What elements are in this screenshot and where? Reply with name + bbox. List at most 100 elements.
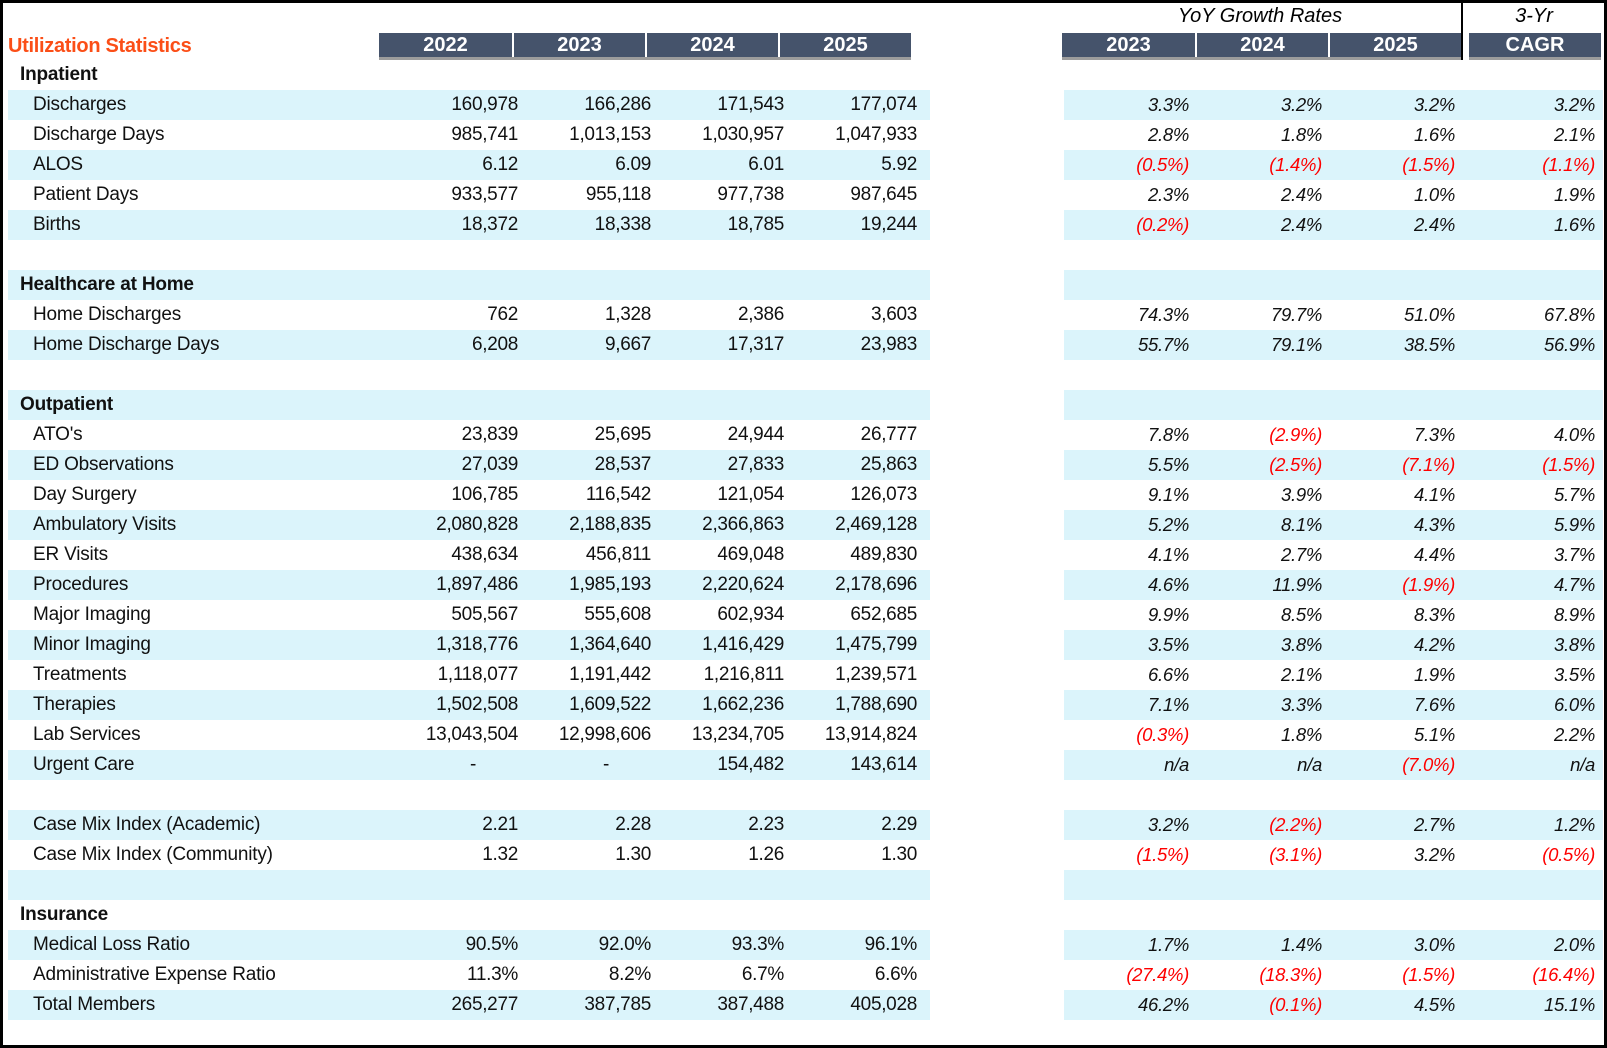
growth-band: 3.5% 3.8% 4.2% 3.8% <box>1064 630 1603 660</box>
growth-band: 4.1% 2.7% 4.4% 3.7% <box>1064 540 1603 570</box>
table-row: Case Mix Index (Community) 1.32 1.30 1.26 1.… <box>3 840 1604 870</box>
left-band: Therapies 1,502,508 1,609,522 1,662,236 1,78… <box>8 690 930 720</box>
growth-cell: (0.2%) <box>1136 214 1189 235</box>
value-cell: 1,502,508 <box>436 694 518 715</box>
left-band: Case Mix Index (Community) 1.32 1.30 1.26 1.… <box>8 840 930 870</box>
growth-cell: (0.5%) <box>1136 154 1189 175</box>
growth-band <box>1064 240 1603 270</box>
table-body: Inpatient Discharges 160,978 166,286 171,543… <box>3 60 1604 1020</box>
section-row: Insurance <box>3 900 1604 930</box>
growth-cell: (1.5%) <box>1402 964 1455 985</box>
table-gap <box>930 150 1064 180</box>
growth-cell: 4.7% <box>1554 574 1595 595</box>
left-band <box>8 780 930 810</box>
growth-cell: (0.1%) <box>1269 994 1322 1015</box>
table-gap <box>930 960 1064 990</box>
value-cell: 2.29 <box>881 814 917 835</box>
row-label: Births <box>33 214 81 235</box>
growth-cell: 6.6% <box>1148 664 1189 685</box>
row-label: Patient Days <box>33 184 139 205</box>
growth-band: (1.5%) (3.1%) 3.2% (0.5%) <box>1064 840 1603 870</box>
left-band: ALOS 6.12 6.09 6.01 5.92 <box>8 150 930 180</box>
growth-band: 9.1% 3.9% 4.1% 5.7% <box>1064 480 1603 510</box>
growth-band: 1.7% 1.4% 3.0% 2.0% <box>1064 930 1603 960</box>
value-cell: 6,208 <box>471 334 518 355</box>
column-header-cagr: CAGR <box>1469 33 1601 57</box>
value-cell: 1.30 <box>615 844 651 865</box>
growth-band: (0.2%) 2.4% 2.4% 1.6% <box>1064 210 1603 240</box>
growth-cell: 1.6% <box>1414 124 1455 145</box>
growth-cell: 4.3% <box>1414 514 1455 535</box>
value-cell: 1,609,522 <box>569 694 651 715</box>
row-label: Discharges <box>33 94 127 115</box>
growth-cell: 2.4% <box>1281 214 1322 235</box>
value-cell: 1,239,571 <box>835 664 917 685</box>
left-band: Day Surgery 106,785 116,542 121,054 126,073 <box>8 480 930 510</box>
growth-cell: 3.2% <box>1414 844 1455 865</box>
value-cell: 387,785 <box>584 994 651 1015</box>
growth-band: 5.2% 8.1% 4.3% 5.9% <box>1064 510 1603 540</box>
value-cell: 18,785 <box>727 214 785 235</box>
left-band: Home Discharges 762 1,328 2,386 3,603 <box>8 300 930 330</box>
growth-band: 55.7% 79.1% 38.5% 56.9% <box>1064 330 1603 360</box>
growth-cell: 3.2% <box>1414 94 1455 115</box>
growth-cell: 7.8% <box>1148 424 1189 445</box>
value-cell: 456,811 <box>585 544 651 565</box>
row-label: Case Mix Index (Academic) <box>33 814 261 835</box>
value-cell: 1,013,153 <box>569 124 651 145</box>
column-header-2022: 2022 <box>379 33 512 57</box>
table-gap <box>930 540 1064 570</box>
growth-cell: 2.7% <box>1414 814 1455 835</box>
left-band: Procedures 1,897,486 1,985,193 2,220,624 2,1… <box>8 570 930 600</box>
value-cell: 18,338 <box>594 214 652 235</box>
left-band: Births 18,372 18,338 18,785 19,244 <box>8 210 930 240</box>
left-band: Patient Days 933,577 955,118 977,738 987,645 <box>8 180 930 210</box>
growth-column-header-2023: 2023 <box>1062 33 1195 57</box>
value-cell: 11.3% <box>467 964 518 985</box>
table-row: Patient Days 933,577 955,118 977,738 987,645… <box>3 180 1604 210</box>
value-cell: 13,914,824 <box>824 724 917 745</box>
table-row: ATO's 23,839 25,695 24,944 26,777 7.8% (2.9%) 7… <box>3 420 1604 450</box>
table-gap <box>930 810 1064 840</box>
growth-cell: (27.4%) <box>1126 964 1189 985</box>
row-label: Day Surgery <box>33 484 137 505</box>
value-cell: 6.01 <box>748 154 784 175</box>
growth-cell: 38.5% <box>1404 334 1455 355</box>
growth-cell: 2.4% <box>1281 184 1322 205</box>
table-gap <box>930 570 1064 600</box>
growth-cell: 2.3% <box>1148 184 1189 205</box>
left-band: Administrative Expense Ratio 11.3% 8.2% 6.7… <box>8 960 930 990</box>
growth-cell: 1.4% <box>1281 934 1322 955</box>
growth-band: 6.6% 2.1% 1.9% 3.5% <box>1064 660 1603 690</box>
growth-band <box>1064 270 1603 300</box>
value-cell: 2,188,835 <box>569 514 651 535</box>
table-gap <box>930 180 1064 210</box>
value-cell: 96.1% <box>864 934 918 955</box>
left-band: Inpatient <box>8 60 930 90</box>
table-gap <box>930 870 1064 900</box>
growth-cell: 11.9% <box>1272 574 1322 595</box>
table-gap <box>930 360 1064 390</box>
growth-band: 74.3% 79.7% 51.0% 67.8% <box>1064 300 1603 330</box>
value-cell: 106,785 <box>451 484 518 505</box>
row-label: Urgent Care <box>33 754 135 775</box>
growth-cell: (0.3%) <box>1136 724 1189 745</box>
row-label: Therapies <box>33 694 116 715</box>
value-cell: 1,897,486 <box>436 574 518 595</box>
value-cell: 25,863 <box>860 454 918 475</box>
value-cell: 9,667 <box>604 334 651 355</box>
three-yr-title: 3-Yr <box>1515 5 1553 27</box>
growth-cell: 5.7% <box>1554 484 1595 505</box>
table-gap <box>930 780 1064 810</box>
table-row: Therapies 1,502,508 1,609,522 1,662,236 1,78… <box>3 690 1604 720</box>
table-gap <box>930 270 1064 300</box>
left-band: Case Mix Index (Academic) 2.21 2.28 2.23 2.2… <box>8 810 930 840</box>
row-label: ED Observations <box>33 454 174 475</box>
table-row: Discharges 160,978 166,286 171,543 177,074 3.… <box>3 90 1604 120</box>
column-header-row: Utilization Statistics 2022 2023 2024 20… <box>3 33 1604 60</box>
value-cell: - <box>602 754 609 775</box>
table-row: ED Observations 27,039 28,537 27,833 25,863 5… <box>3 450 1604 480</box>
row-label: ER Visits <box>33 544 108 565</box>
table-gap <box>930 60 1064 90</box>
growth-band: 9.9% 8.5% 8.3% 8.9% <box>1064 600 1603 630</box>
